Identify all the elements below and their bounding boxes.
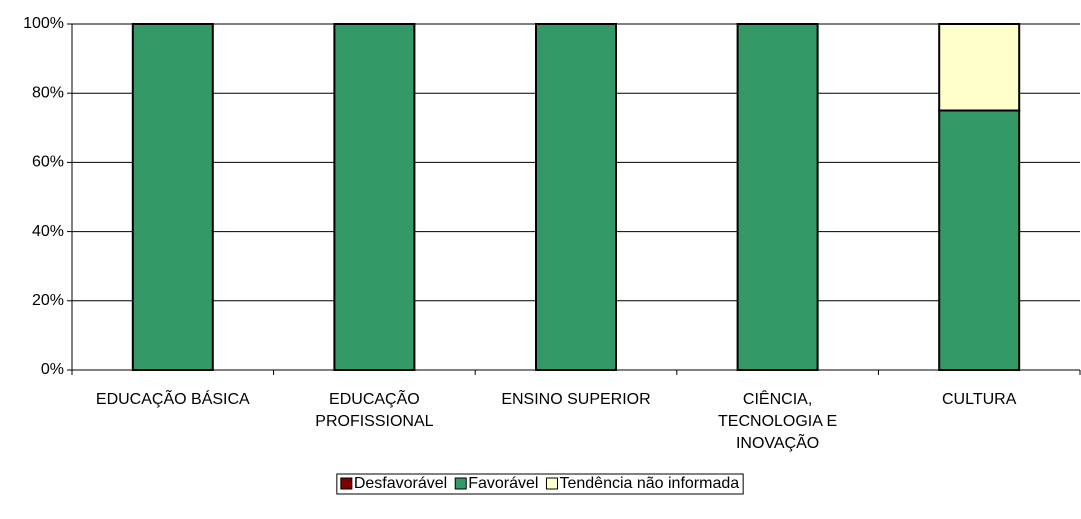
legend-label: Tendência não informada (559, 475, 739, 492)
bar-segment (938, 23, 1021, 112)
y-tick-label: 60% (32, 154, 64, 171)
legend: Desfavorável Favorável Tendência não infor… (336, 473, 744, 495)
x-tick-label-line: EDUCAÇÃO (329, 388, 420, 408)
legend-box (336, 473, 744, 495)
y-tick-label: 40% (32, 223, 64, 240)
legend-swatch (454, 477, 467, 490)
bar-segment (938, 109, 1021, 371)
x-tick-label-line: INOVAÇÃO (736, 432, 819, 452)
bar-segment (535, 23, 617, 371)
y-tick-label: 80% (32, 84, 64, 101)
legend-label: Favorável (468, 475, 538, 492)
bar-segment (333, 23, 416, 371)
y-tick-label: 100% (23, 15, 64, 32)
x-tick-label: CULTURA (942, 391, 1017, 408)
legend-label: Desfavorável (354, 475, 447, 492)
legend-swatch (340, 477, 353, 490)
x-tick-label-line: PROFISSIONAL (315, 413, 433, 430)
x-tick-label: CIÊNCIA, TECNOLOGIA E INOVAÇÃO (718, 389, 837, 452)
x-tick-label-line: CULTURA (942, 391, 1017, 408)
x-tick-label: EDUCAÇÃO PROFISSIONAL (315, 388, 433, 430)
x-tick-label: ENSINO SUPERIOR (501, 391, 650, 408)
x-tick-label-line: TECNOLOGIA E (718, 413, 837, 430)
y-tick-label: 0% (41, 361, 64, 378)
x-tick-label-line: CIÊNCIA, (743, 389, 812, 408)
y-tick-label: 20% (32, 292, 64, 309)
legend-swatch (545, 477, 558, 490)
x-tick-label-line: ENSINO SUPERIOR (501, 391, 650, 408)
bar-segment (131, 23, 214, 371)
bar-segment (736, 23, 819, 371)
x-tick-label-line: EDUCAÇÃO BÁSICA (96, 388, 250, 408)
x-tick-label: EDUCAÇÃO BÁSICA (96, 388, 250, 408)
